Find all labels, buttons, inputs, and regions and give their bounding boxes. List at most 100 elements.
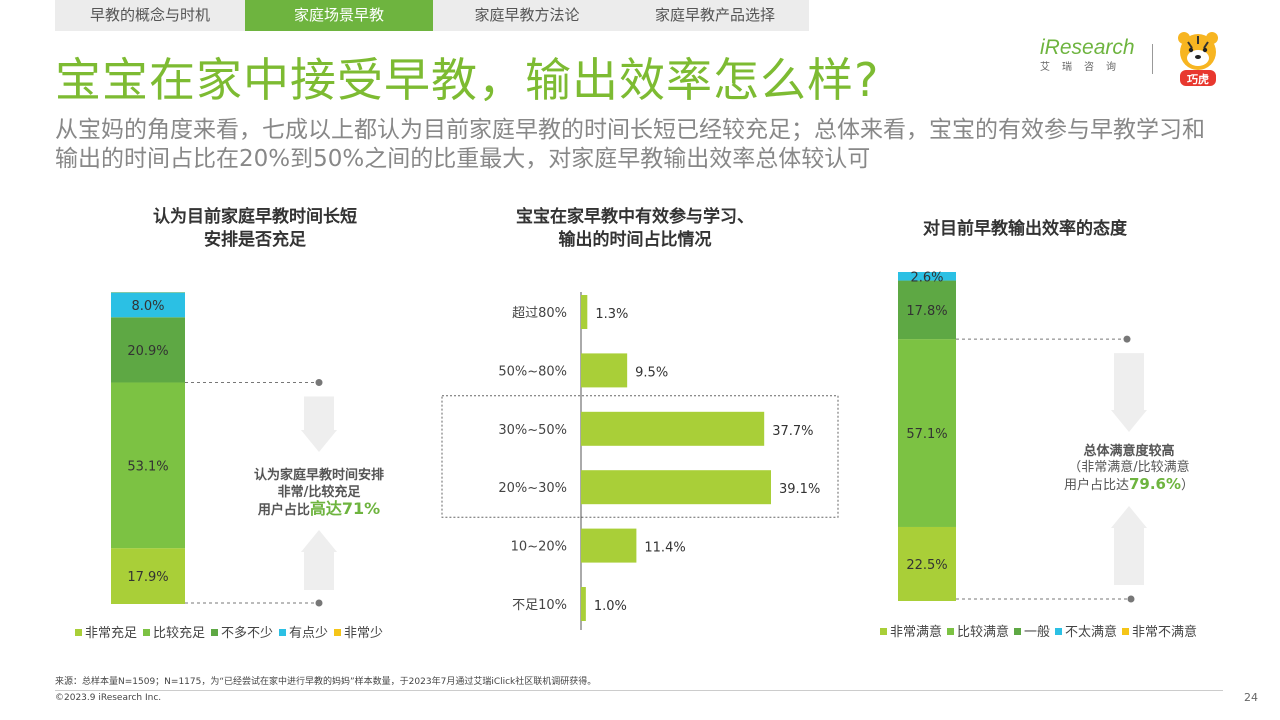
chart2-title-line2: 输出的时间占比情况 — [558, 230, 712, 250]
chart1-segment-2 — [111, 317, 185, 383]
chart3-title: 对目前早教输出效率的态度 — [923, 219, 1127, 239]
chart1-annot-line3: 用户占比高达71% — [257, 499, 380, 518]
chart1-annot-line1: 认为家庭早教时间安排 — [254, 467, 384, 483]
tab-home-scene[interactable]: 家庭场景早教 — [245, 0, 433, 31]
chart1-segment-3 — [111, 292, 185, 318]
footer-divider — [55, 690, 1223, 691]
chart3-value-label-0: 22.5% — [906, 558, 947, 573]
chart1-up-arrow — [301, 530, 337, 590]
chart1-legend-label-0: 非常充足 — [85, 625, 137, 641]
chart2-bar-2 — [581, 411, 765, 446]
chart3-segment-0 — [898, 526, 956, 601]
chart1-segment-0 — [111, 548, 185, 604]
chart3-value-label-3: 2.6% — [910, 270, 943, 285]
chart2-value-label-5: 1.0% — [594, 599, 627, 614]
logo-sub: 艾瑞咨询 — [1040, 62, 1128, 73]
chart3-legend-label-4: 非常不满意 — [1132, 624, 1197, 640]
chart2-category-label-3: 20%~30% — [498, 481, 567, 496]
chart3-down-arrow — [1111, 353, 1147, 432]
chart1-value-label-3: 8.0% — [131, 299, 164, 314]
page-title: 宝宝在家中接受早教，输出效率怎么样? — [55, 53, 880, 107]
tiger-mascot-icon: 巧虎 — [1178, 32, 1218, 86]
chart1-value-label-2: 20.9% — [127, 344, 168, 359]
chart1-value-label-0: 17.9% — [127, 570, 168, 585]
chart3-annot-line3: 用户占比达79.6%） — [1064, 475, 1194, 493]
chart3-up-arrow — [1111, 506, 1147, 585]
chart2-highlight-box — [441, 395, 839, 518]
chart3-annot-highlight: 79.6% — [1129, 475, 1181, 493]
chart1-legend-label-1: 比较充足 — [153, 625, 205, 641]
page-number: 24 — [1244, 691, 1258, 704]
chart3-segment-3 — [898, 272, 956, 281]
chart2-bar-4 — [581, 528, 637, 563]
chart3-legend-swatch-3 — [1055, 628, 1062, 635]
tab-concept[interactable]: 早教的概念与时机 — [55, 0, 245, 31]
chart3-segment-2 — [898, 280, 956, 340]
chart3-top-dash-dot — [1123, 335, 1131, 343]
chart3-annot-suffix: ） — [1181, 478, 1194, 493]
tab-method[interactable]: 家庭早教方法论 — [433, 0, 621, 31]
chart1-annot-prefix: 用户占比 — [257, 502, 310, 518]
chart1-legend-swatch-2 — [211, 629, 218, 636]
logo-divider — [1152, 44, 1153, 74]
chart1-legend-label-3: 有点少 — [289, 626, 328, 641]
chart2-bar-3 — [581, 470, 771, 505]
chart2-title-line1: 宝宝在家早教中有效参与学习、 — [516, 207, 754, 227]
chart3-value-label-2: 17.8% — [906, 304, 947, 319]
chart2-value-label-2: 37.7% — [772, 424, 813, 439]
chart2-value-label-3: 39.1% — [779, 482, 820, 497]
chart3-legend-swatch-4 — [1122, 628, 1129, 635]
section-tabs: 早教的概念与时机 家庭场景早教 家庭早教方法论 家庭早教产品选择 — [55, 0, 809, 31]
chart3-legend-label-2: 一般 — [1024, 624, 1050, 640]
chart1-legend-label-2: 不多不少 — [221, 625, 273, 641]
chart3-legend-swatch-1 — [947, 628, 954, 635]
footer-copyright: ©2023.9 iResearch Inc. — [55, 693, 162, 703]
chart2-category-label-0: 超过80% — [512, 306, 567, 321]
chart1-legend-swatch-3 — [279, 629, 286, 636]
logo-brand: iResearch — [1040, 36, 1135, 59]
mascot-text: 巧虎 — [1187, 72, 1209, 86]
chart3-legend-swatch-0 — [880, 628, 887, 635]
chart2-value-label-1: 9.5% — [635, 365, 668, 380]
chart3-legend-swatch-2 — [1014, 628, 1021, 635]
chart3-annot-line1: 总体满意度较高 — [1083, 443, 1174, 459]
tab-product[interactable]: 家庭早教产品选择 — [621, 0, 809, 31]
chart1-title: 认为目前家庭早教时间长短 安排是否充足 — [110, 206, 400, 252]
chart3-annot-line2: （非常满意/比较满意 — [1068, 459, 1189, 475]
chart2-bar-5 — [581, 587, 586, 621]
chart1-title-line1: 认为目前家庭早教时间长短 — [153, 207, 357, 227]
chart1-legend-swatch-1 — [143, 629, 150, 636]
chart2-bar-0 — [581, 295, 588, 329]
chart1-value-label-1: 53.1% — [127, 459, 168, 474]
chart1-down-arrow — [301, 396, 337, 452]
chart2-category-label-1: 50%~80% — [498, 364, 567, 379]
chart3-annot-prefix: 用户占比达 — [1064, 477, 1129, 493]
chart2-bar-1 — [581, 353, 628, 388]
chart2-category-label-2: 30%~50% — [498, 423, 567, 438]
chart3-value-label-1: 57.1% — [906, 427, 947, 442]
chart1-title-line2: 安排是否充足 — [204, 230, 306, 250]
footer-source: 来源：总样本量N=1509；N=1175，为“已经尝试在家中进行早教的妈妈”样本… — [55, 677, 597, 687]
chart3-segment-1 — [898, 339, 956, 527]
iresearch-logo: iResearch 艾瑞咨询 — [1040, 36, 1135, 73]
chart2-value-label-0: 1.3% — [595, 307, 628, 322]
chart2-category-label-4: 10~20% — [511, 540, 567, 555]
mascot-logo: 巧虎 — [1168, 28, 1228, 92]
chart1-annot-highlight: 高达71% — [310, 499, 380, 518]
chart1-legend-swatch-4 — [334, 629, 341, 636]
chart2-value-label-4: 11.4% — [644, 541, 685, 556]
chart1-legend-swatch-0 — [75, 629, 82, 636]
chart1-legend-label-4: 非常少 — [344, 626, 383, 641]
page-subtitle: 从宝妈的角度来看，七成以上都认为目前家庭早教的时间长短已经较充足；总体来看，宝宝… — [55, 117, 1205, 172]
chart2-category-label-5: 不足10% — [512, 598, 567, 613]
chart3-bottom-dash-dot — [1127, 595, 1135, 603]
chart1-top-dash-dot — [315, 378, 323, 386]
chart2-title: 宝宝在家早教中有效参与学习、 输出的时间占比情况 — [470, 206, 800, 252]
chart1-segment-1 — [111, 382, 185, 549]
chart3-legend-label-1: 比较满意 — [957, 624, 1009, 640]
chart3-legend-label-3: 不太满意 — [1065, 624, 1117, 640]
chart1-bottom-dash-dot — [315, 599, 323, 607]
chart1-annot-line2: 非常/比较充足 — [278, 484, 362, 500]
chart3-legend-label-0: 非常满意 — [890, 624, 942, 640]
